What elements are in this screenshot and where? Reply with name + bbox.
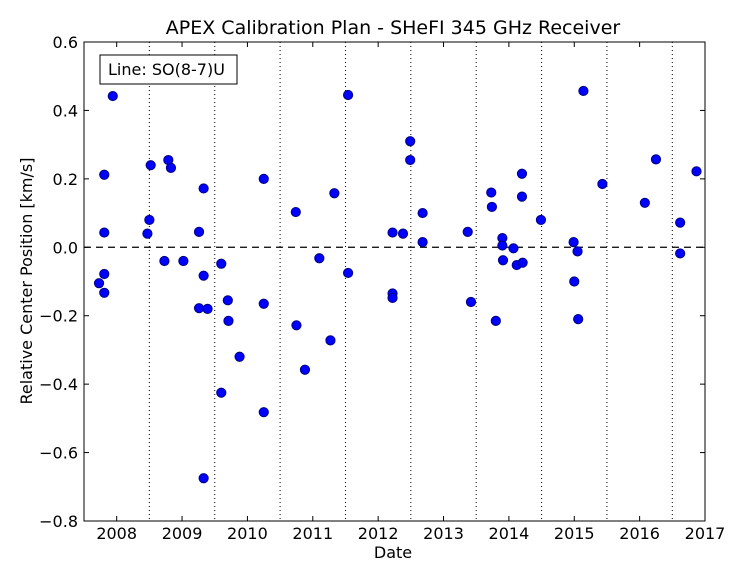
data-point	[99, 287, 110, 298]
data-point	[535, 214, 547, 226]
y-tick-label: 0.2	[53, 170, 78, 189]
data-point	[93, 278, 105, 289]
data-point	[650, 154, 662, 165]
x-tick-label: 2008	[96, 524, 137, 543]
data-point	[572, 246, 583, 257]
data-point	[342, 89, 354, 101]
data-point	[329, 188, 340, 199]
data-point	[517, 257, 528, 268]
x-tick-label: 2017	[685, 524, 726, 543]
y-tick-label: −0.8	[39, 512, 78, 531]
data-point	[107, 90, 118, 102]
data-point	[145, 160, 156, 171]
data-point	[290, 206, 301, 218]
data-point	[178, 255, 189, 267]
data-point	[675, 217, 686, 228]
data-point	[258, 298, 269, 309]
plot-frame	[83, 41, 706, 522]
data-point	[568, 237, 579, 248]
data-point	[573, 314, 584, 325]
data-point	[198, 183, 209, 194]
data-point	[198, 473, 209, 484]
data-point	[597, 178, 608, 190]
data-point	[223, 315, 234, 326]
data-point	[417, 237, 428, 248]
x-tick-label: 2014	[489, 524, 530, 543]
data-point	[216, 258, 227, 269]
data-point	[165, 162, 177, 174]
points-layer	[93, 85, 702, 484]
data-point	[222, 295, 233, 306]
data-point	[516, 191, 528, 202]
data-point	[569, 276, 580, 287]
data-point	[405, 136, 416, 147]
legend-label: Line: SO(8-7)U	[108, 60, 225, 79]
data-point	[99, 268, 110, 280]
data-point	[486, 201, 497, 213]
x-tick-label: 2009	[162, 524, 203, 543]
data-point	[387, 227, 398, 238]
y-tick-label: −0.6	[39, 444, 78, 463]
y-axis-label: Relative Center Position [km/s]	[17, 158, 36, 405]
y-tick-labels: −0.8 −0.6 −0.4 −0.2 0.0 0.2 0.4 0.6	[39, 33, 78, 531]
data-point	[417, 207, 428, 219]
data-point	[314, 253, 325, 264]
data-point	[99, 169, 110, 180]
data-point	[144, 214, 155, 226]
data-point	[342, 267, 354, 279]
data-point	[99, 227, 110, 238]
data-point	[258, 407, 269, 418]
data-point	[387, 292, 398, 304]
data-point	[299, 364, 311, 375]
x-tick-labels: 2008 2009 2010 2011 2012 2013 2014 2015 2016 2017	[96, 524, 725, 543]
data-point	[258, 173, 269, 184]
legend-box	[99, 54, 238, 85]
data-point	[291, 320, 302, 331]
data-point	[508, 243, 519, 254]
data-point	[193, 303, 205, 314]
data-point	[497, 255, 509, 266]
x-tick-label: 2010	[227, 524, 268, 543]
data-point	[490, 315, 501, 326]
x-tick-label: 2011	[292, 524, 333, 543]
x-tick-label: 2013	[423, 524, 464, 543]
data-point	[691, 166, 702, 177]
data-point	[397, 228, 409, 239]
data-point	[578, 85, 589, 97]
data-point	[198, 270, 209, 281]
data-point	[516, 168, 528, 179]
data-point	[465, 296, 477, 308]
y-tick-label: 0.0	[53, 238, 78, 257]
data-point	[486, 187, 497, 198]
data-point	[497, 240, 508, 251]
data-point	[234, 351, 245, 362]
y-tick-label: 0.6	[53, 33, 78, 52]
data-point	[216, 387, 227, 398]
x-tick-label: 2012	[358, 524, 399, 543]
data-point	[462, 226, 473, 237]
data-point	[639, 197, 650, 208]
data-point	[325, 335, 336, 346]
data-point	[142, 228, 153, 239]
x-axis-label: Date	[374, 543, 412, 562]
x-tick-label: 2016	[619, 524, 660, 543]
y-tick-label: 0.4	[53, 101, 78, 120]
chart-title: APEX Calibration Plan - SHeFI 345 GHz Re…	[166, 17, 621, 39]
legend: Line: SO(8-7)U	[99, 54, 238, 85]
x-tick-label: 2015	[554, 524, 595, 543]
ticks-layer	[84, 41, 706, 522]
data-point	[675, 248, 686, 259]
data-point	[202, 303, 213, 314]
data-point	[159, 255, 170, 267]
data-point	[405, 154, 416, 166]
data-point	[193, 226, 205, 237]
y-tick-label: −0.2	[39, 307, 78, 326]
y-tick-label: −0.4	[39, 375, 78, 394]
